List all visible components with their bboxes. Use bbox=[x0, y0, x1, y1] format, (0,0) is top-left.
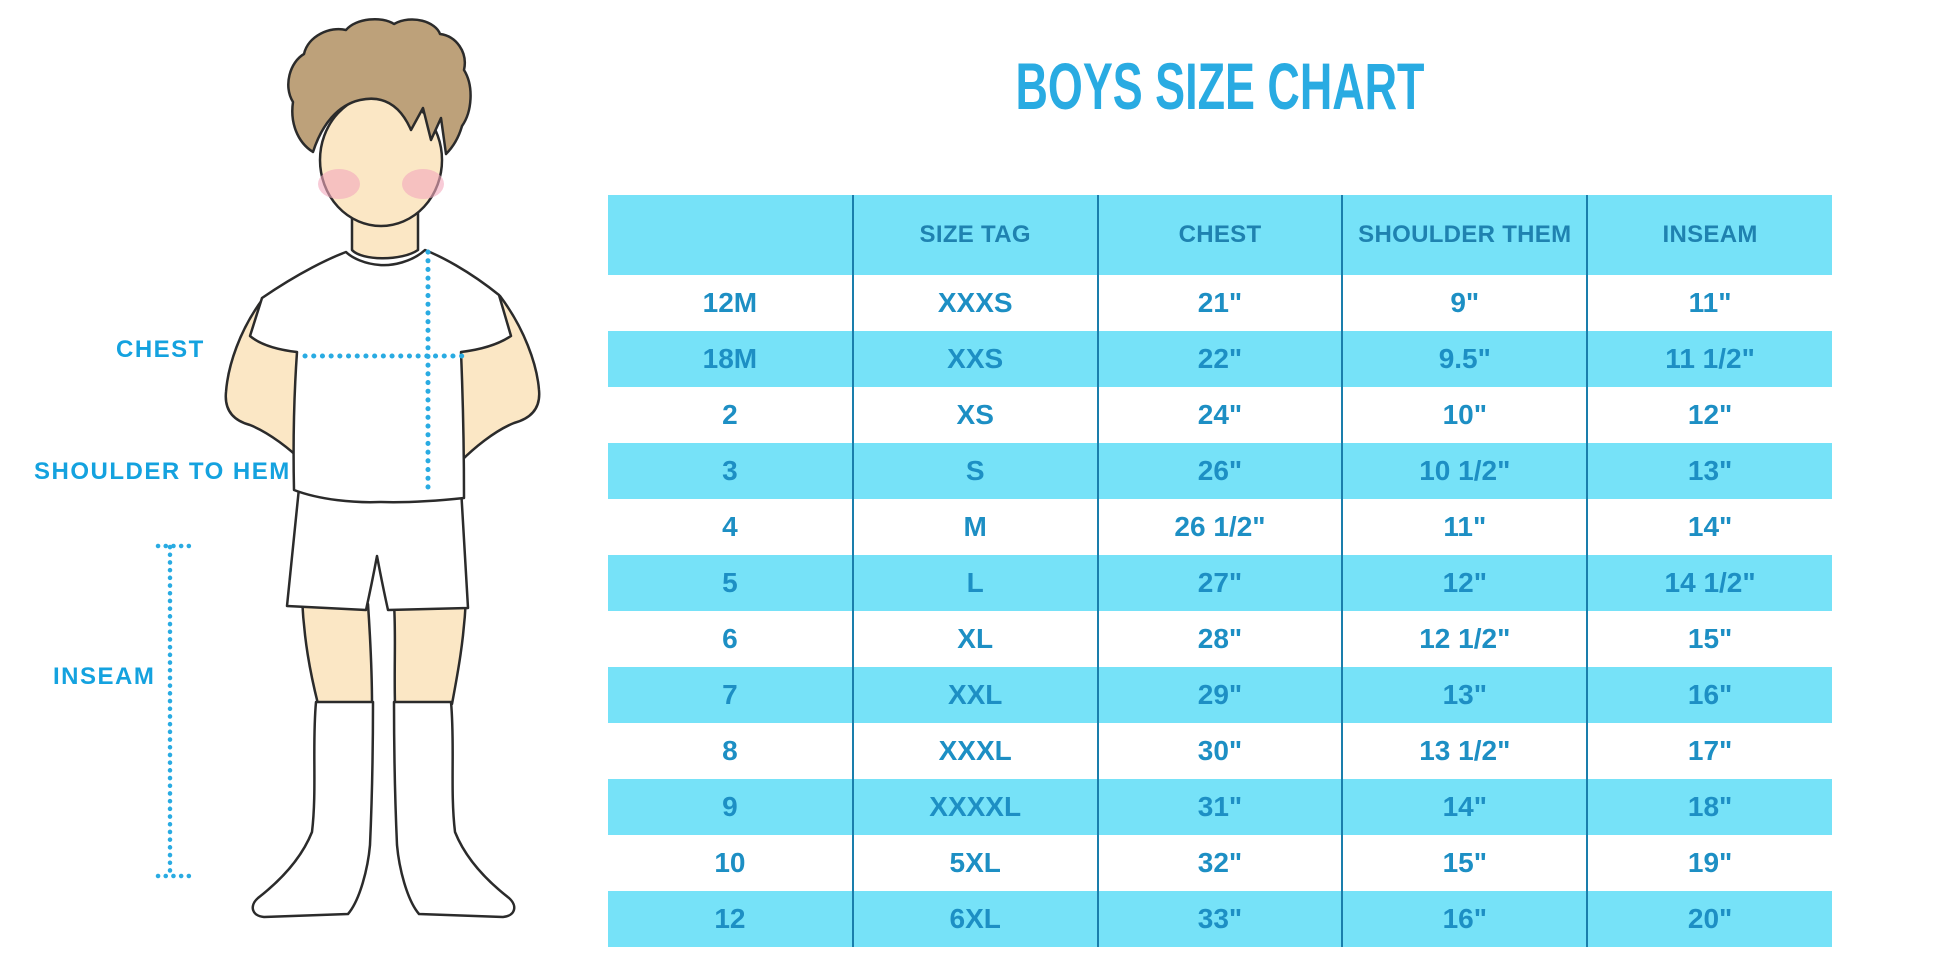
table-cell: 12" bbox=[1341, 555, 1588, 611]
table-cell: 12 1/2" bbox=[1341, 611, 1588, 667]
header-cell-inseam: INSEAM bbox=[1586, 195, 1832, 275]
table-cell: 11 1/2" bbox=[1586, 331, 1832, 387]
table-row: 9 XXXXL 31" 14" 18" bbox=[608, 779, 1832, 835]
header-cell-size-tag: SIZE TAG bbox=[851, 195, 1098, 275]
table-cell: XS bbox=[851, 387, 1098, 443]
table-cell: 12M bbox=[702, 287, 758, 318]
table-cell: 6 bbox=[722, 623, 738, 654]
table-cell: 11" bbox=[1341, 499, 1588, 555]
left-cheek-blush bbox=[318, 169, 360, 199]
header-cell-shoulder-them: SHOULDER THEM bbox=[1341, 195, 1588, 275]
table-cell: 5 bbox=[608, 555, 853, 611]
left-leg bbox=[300, 596, 374, 706]
header-cell-empty bbox=[608, 195, 853, 275]
tshirt bbox=[248, 248, 513, 504]
table-cell: 13" bbox=[1586, 443, 1832, 499]
table-cell: 22" bbox=[1096, 331, 1343, 387]
right-sock bbox=[392, 700, 516, 919]
table-cell: 2 bbox=[722, 399, 738, 430]
table-cell: XL bbox=[851, 611, 1098, 667]
size-table-body: 12M XXXS 21" 9" 11" 18M XXS 22" 9.5" 11 1/2" 2 XS 24… bbox=[608, 275, 1832, 947]
table-cell: M bbox=[851, 499, 1098, 555]
table-cell: 12 bbox=[608, 891, 853, 947]
table-row: 10 5XL 32" 15" 19" bbox=[608, 835, 1832, 891]
table-row: 7 XXL 29" 13" 16" bbox=[608, 667, 1832, 723]
table-header-row: SIZE TAG CHEST SHOULDER THEM INSEAM bbox=[608, 195, 1832, 275]
table-cell: 19" bbox=[1586, 835, 1832, 891]
table-cell: 18M bbox=[608, 331, 853, 387]
table-cell: 8 bbox=[722, 735, 738, 766]
table-cell: XXS bbox=[851, 331, 1098, 387]
table-cell: 15" bbox=[1341, 835, 1588, 891]
table-cell: 16" bbox=[1341, 891, 1588, 947]
right-leg bbox=[392, 596, 468, 706]
table-cell: 14" bbox=[1341, 779, 1588, 835]
table-cell: 16" bbox=[1586, 667, 1832, 723]
boy-illustration bbox=[155, 17, 541, 919]
table-cell: 6XL bbox=[851, 891, 1098, 947]
table-cell: 13" bbox=[1341, 667, 1588, 723]
table-cell: XXL bbox=[851, 667, 1098, 723]
table-cell: 12" bbox=[1586, 387, 1832, 443]
size-chart-table: SIZE TAG CHEST SHOULDER THEM INSEAM 12M XXXS… bbox=[608, 195, 1832, 947]
header-cell-chest: CHEST bbox=[1096, 195, 1343, 275]
table-cell: 28" bbox=[1096, 611, 1343, 667]
table-cell: 26 1/2" bbox=[1096, 499, 1343, 555]
table-row: 2 XS 24" 10" 12" bbox=[608, 387, 1832, 443]
table-cell: 13 1/2" bbox=[1341, 723, 1588, 779]
table-row: 3 S 26" 10 1/2" 13" bbox=[608, 443, 1832, 499]
table-cell: 14" bbox=[1586, 499, 1832, 555]
table-cell: 20" bbox=[1586, 891, 1832, 947]
table-cell: 10 1/2" bbox=[1341, 443, 1588, 499]
table-row: 12M XXXS 21" 9" 11" bbox=[608, 275, 1832, 331]
table-cell: 5XL bbox=[851, 835, 1098, 891]
table-cell: 7 bbox=[608, 667, 853, 723]
table-cell: 9" bbox=[1341, 275, 1588, 331]
table-cell: S bbox=[851, 443, 1098, 499]
table-row: 4 M 26 1/2" 11" 14" bbox=[608, 499, 1832, 555]
table-cell: 14 1/2" bbox=[1586, 555, 1832, 611]
table-cell: 29" bbox=[1096, 667, 1343, 723]
table-row: 8 XXXL 30" 13 1/2" 17" bbox=[608, 723, 1832, 779]
table-cell: 15" bbox=[1586, 611, 1832, 667]
table-cell: 17" bbox=[1586, 723, 1832, 779]
table-cell: 27" bbox=[1096, 555, 1343, 611]
table-cell: 10" bbox=[1341, 387, 1588, 443]
table-cell: 33" bbox=[1096, 891, 1343, 947]
table-row: 6 XL 28" 12 1/2" 15" bbox=[608, 611, 1832, 667]
table-cell: 9 bbox=[608, 779, 853, 835]
table-cell: 32" bbox=[1096, 835, 1343, 891]
page-title: BOYS SIZE CHART bbox=[1015, 49, 1425, 123]
table-row: 5 L 27" 12" 14 1/2" bbox=[608, 555, 1832, 611]
table-cell: XXXXL bbox=[851, 779, 1098, 835]
table-cell: 3 bbox=[608, 443, 853, 499]
chest-label: CHEST bbox=[116, 336, 205, 363]
table-cell: L bbox=[851, 555, 1098, 611]
table-cell: 30" bbox=[1096, 723, 1343, 779]
table-row: 18M XXS 22" 9.5" 11 1/2" bbox=[608, 331, 1832, 387]
right-cheek-blush bbox=[402, 169, 444, 199]
left-sock bbox=[251, 700, 375, 919]
table-cell: 4 bbox=[722, 511, 738, 542]
size-chart-pane: BOYS SIZE CHART SIZE TAG CHEST SHOULDER TH… bbox=[608, 0, 1832, 973]
table-cell: 24" bbox=[1096, 387, 1343, 443]
table-cell: XXXS bbox=[851, 275, 1098, 331]
inseam-label: INSEAM bbox=[53, 663, 156, 690]
table-row: 12 6XL 33" 16" 20" bbox=[608, 891, 1832, 947]
table-cell: 21" bbox=[1096, 275, 1343, 331]
hair bbox=[287, 17, 472, 156]
shorts bbox=[285, 486, 470, 612]
table-cell: 10 bbox=[714, 847, 746, 878]
table-cell: 26" bbox=[1096, 443, 1343, 499]
table-cell: 18" bbox=[1586, 779, 1832, 835]
table-cell: 31" bbox=[1096, 779, 1343, 835]
table-cell: 11" bbox=[1586, 275, 1832, 331]
table-cell: XXXL bbox=[851, 723, 1098, 779]
table-cell: 9.5" bbox=[1341, 331, 1588, 387]
shoulder-to-hem-label: SHOULDER TO HEM bbox=[34, 458, 291, 485]
measurement-figure-pane: CHEST SHOULDER TO HEM INSEAM bbox=[0, 0, 610, 973]
